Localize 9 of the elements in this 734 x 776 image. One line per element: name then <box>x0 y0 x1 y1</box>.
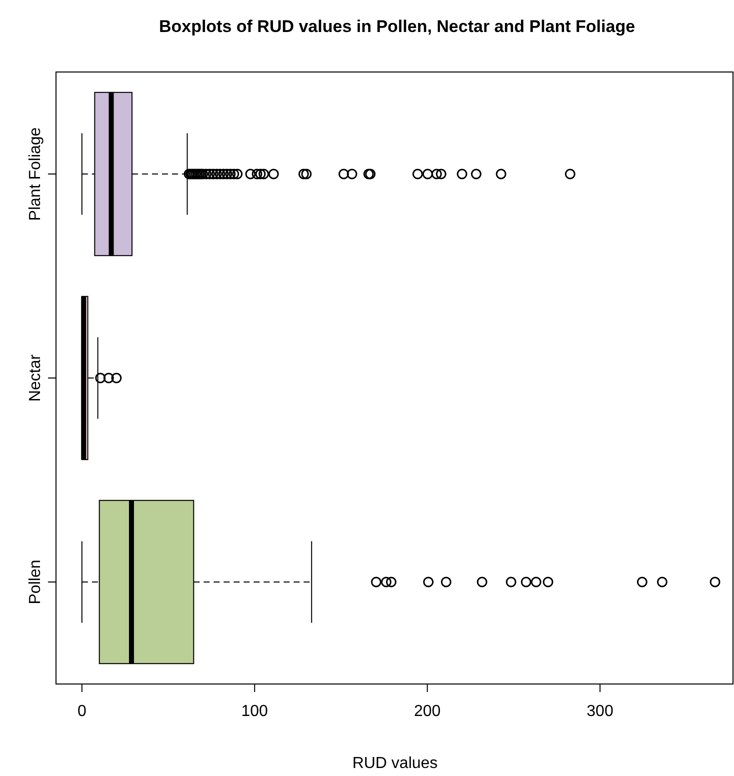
chart-title: Boxplots of RUD values in Pollen, Nectar and Plant Foliage <box>158 17 636 36</box>
y-tick-label: Nectar <box>27 354 44 402</box>
x-tick-label: 0 <box>77 703 86 720</box>
x-axis-title: RUD values <box>352 755 438 772</box>
x-tick-label: 200 <box>414 703 441 720</box>
x-tick-label: 300 <box>586 703 614 720</box>
y-tick-label: Pollen <box>27 560 44 604</box>
y-tick-label: Plant Foliage <box>27 127 44 221</box>
x-tick-label: 100 <box>241 703 268 720</box>
